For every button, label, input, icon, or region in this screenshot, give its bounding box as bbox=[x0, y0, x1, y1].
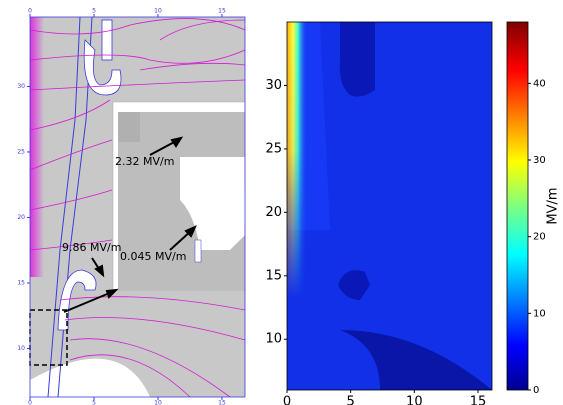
x-tick-label: 15 bbox=[470, 395, 487, 405]
annotation: 9.86 MV/m bbox=[62, 241, 121, 254]
annotation: 2.32 MV/m bbox=[115, 155, 174, 168]
annotation: 0.045 MV/m bbox=[120, 250, 186, 263]
y-tick-label: 20 bbox=[17, 214, 25, 221]
y-tick-label: 25 bbox=[17, 148, 25, 155]
x-tick-label: 15 bbox=[218, 400, 226, 405]
inset-grid bbox=[140, 112, 245, 157]
y-tick-label: 25 bbox=[265, 141, 282, 156]
y-tick-label: 20 bbox=[265, 205, 282, 220]
y-tick-label: 30 bbox=[265, 78, 282, 93]
x-tick-label: 10 bbox=[154, 400, 162, 405]
heatmap-hotspot bbox=[287, 22, 307, 390]
colorbar-tick-label: 0 bbox=[533, 385, 539, 396]
x-tick-label: 15 bbox=[218, 8, 226, 15]
x-tick-label: 5 bbox=[92, 400, 96, 405]
y-tick-label: 10 bbox=[17, 345, 25, 352]
x-tick-label: 5 bbox=[92, 8, 96, 15]
electrode bbox=[102, 20, 112, 60]
inset-electrode bbox=[195, 240, 201, 262]
x-tick-label: 5 bbox=[347, 395, 355, 405]
heatmap-region bbox=[340, 22, 375, 97]
y-tick-label: 30 bbox=[17, 83, 25, 90]
y-tick-label: 15 bbox=[17, 280, 25, 287]
x-tick-label: 0 bbox=[28, 8, 32, 15]
colorbar bbox=[507, 22, 528, 390]
y-tick-label: 10 bbox=[265, 332, 282, 347]
colorbar-tick-label: 30 bbox=[533, 155, 546, 166]
field-map-panel bbox=[30, 17, 245, 397]
colorbar-label: MV/m bbox=[546, 187, 561, 224]
colorbar-tick-label: 10 bbox=[533, 308, 546, 319]
x-tick-label: 0 bbox=[283, 395, 291, 405]
y-tick-label: 15 bbox=[265, 268, 282, 283]
x-tick-label: 10 bbox=[154, 8, 162, 15]
x-tick-label: 10 bbox=[406, 395, 423, 405]
colorbar-tick-label: 40 bbox=[533, 78, 546, 89]
figure: MV/m 0 0 5 5 10 10 15 15 10 15 20 25 30 2.32 MV/m 9.86… bbox=[0, 0, 563, 405]
x-tick-label: 0 bbox=[28, 400, 32, 405]
high-field-edge bbox=[30, 17, 44, 277]
colorbar-tick-label: 20 bbox=[533, 232, 546, 243]
heatmap-panel: MV/m bbox=[287, 22, 561, 390]
